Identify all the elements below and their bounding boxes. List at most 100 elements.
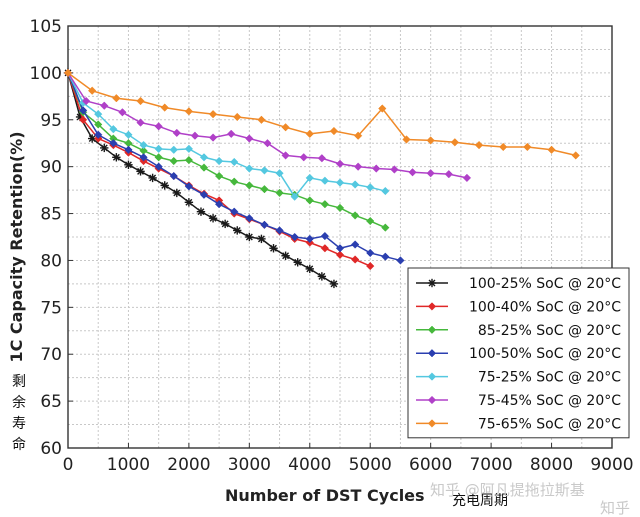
x-tick-label: 9000 <box>590 455 633 475</box>
data-point <box>230 207 239 216</box>
legend-label: 100-50% SoC @ 20°C <box>469 346 621 362</box>
data-point <box>263 139 272 148</box>
data-point <box>281 251 290 260</box>
data-point <box>214 200 224 209</box>
data-point <box>184 155 194 165</box>
data-point <box>184 198 194 207</box>
data-point <box>366 261 375 271</box>
data-point <box>172 188 181 198</box>
data-point <box>444 170 453 179</box>
data-point <box>245 214 254 223</box>
y-tick-label: 100 <box>30 64 62 84</box>
data-point <box>124 160 133 169</box>
legend-item: 75-65% SoC @ 20°C <box>416 416 621 432</box>
data-point <box>245 164 254 173</box>
legend-item: 100-25% SoC @ 20°C <box>416 276 621 292</box>
data-point <box>450 138 459 147</box>
data-point <box>299 153 308 162</box>
legend-item: 75-25% SoC @ 20°C <box>416 370 621 386</box>
data-point <box>154 144 163 154</box>
data-point <box>275 169 284 178</box>
legend-item: 100-40% SoC @ 20°C <box>416 299 621 315</box>
data-point <box>396 256 405 265</box>
data-point <box>245 181 254 190</box>
data-point <box>169 145 178 154</box>
series-line <box>67 72 386 198</box>
data-point <box>366 248 375 258</box>
data-point <box>260 166 269 175</box>
data-point <box>390 165 399 174</box>
data-point <box>81 96 91 106</box>
data-point <box>320 176 330 185</box>
data-point <box>381 252 390 261</box>
data-point <box>154 122 163 131</box>
data-point <box>260 220 269 229</box>
data-point <box>335 159 345 169</box>
legend-label: 85-25% SoC @ 20°C <box>478 323 621 339</box>
y-axis-chinese-annotation: 剩余寿命 <box>12 374 26 453</box>
data-point <box>320 244 330 253</box>
legend-item: 75-45% SoC @ 20°C <box>416 393 621 409</box>
data-point <box>305 173 314 183</box>
data-point <box>305 234 314 244</box>
data-point <box>94 130 103 139</box>
x-tick-label: 3000 <box>228 455 271 475</box>
x-tick-label: 0 <box>63 455 74 475</box>
data-point <box>94 109 103 119</box>
legend-swatch-marker <box>427 325 437 334</box>
legend-label: 100-40% SoC @ 20°C <box>469 299 621 315</box>
data-point <box>372 164 381 173</box>
data-point <box>160 103 169 112</box>
x-tick-label: 4000 <box>288 455 331 475</box>
y-tick-label: 70 <box>40 345 62 365</box>
data-point <box>190 131 200 140</box>
data-point <box>214 156 224 166</box>
data-point <box>88 86 97 95</box>
data-point <box>208 133 218 142</box>
data-point <box>329 279 339 289</box>
data-point <box>208 214 218 223</box>
data-point <box>335 250 345 259</box>
data-point <box>402 135 411 144</box>
x-tick-label: 6000 <box>409 455 452 475</box>
legend-label: 75-25% SoC @ 20°C <box>478 370 621 386</box>
data-point <box>335 244 345 253</box>
data-point <box>571 151 580 160</box>
x-axis-title: Number of DST Cycles <box>225 486 425 505</box>
data-point <box>124 130 133 139</box>
data-point <box>275 226 284 235</box>
data-point <box>136 118 145 127</box>
series-line <box>67 72 576 157</box>
data-point <box>290 192 299 201</box>
data-point <box>112 153 121 162</box>
x-tick-label: 2000 <box>167 455 210 475</box>
data-point <box>184 107 194 116</box>
legend-swatch-marker <box>427 395 437 405</box>
data-point <box>366 183 375 192</box>
data-point <box>139 153 148 162</box>
data-point <box>172 128 181 138</box>
data-point <box>199 190 209 199</box>
data-point <box>305 129 314 138</box>
data-point <box>148 173 157 183</box>
data-point <box>257 234 266 244</box>
y-axis-title: 1C Capacity Retention(%) <box>7 131 26 362</box>
data-point <box>214 171 224 181</box>
data-point <box>199 153 209 162</box>
data-point <box>227 129 236 138</box>
data-point <box>320 200 330 209</box>
data-point <box>290 232 299 242</box>
data-point <box>63 68 73 78</box>
x-tick-label: 1000 <box>107 455 150 475</box>
data-point <box>184 144 194 154</box>
legend-label: 75-65% SoC @ 20°C <box>478 416 621 432</box>
legend-swatch-marker <box>427 278 437 288</box>
y-tick-label: 95 <box>40 111 62 131</box>
data-point <box>154 162 163 171</box>
legend-item: 100-50% SoC @ 20°C <box>416 346 621 362</box>
data-point <box>426 136 435 145</box>
data-point <box>160 181 169 190</box>
data-point <box>230 157 239 167</box>
series-lines <box>63 68 580 289</box>
